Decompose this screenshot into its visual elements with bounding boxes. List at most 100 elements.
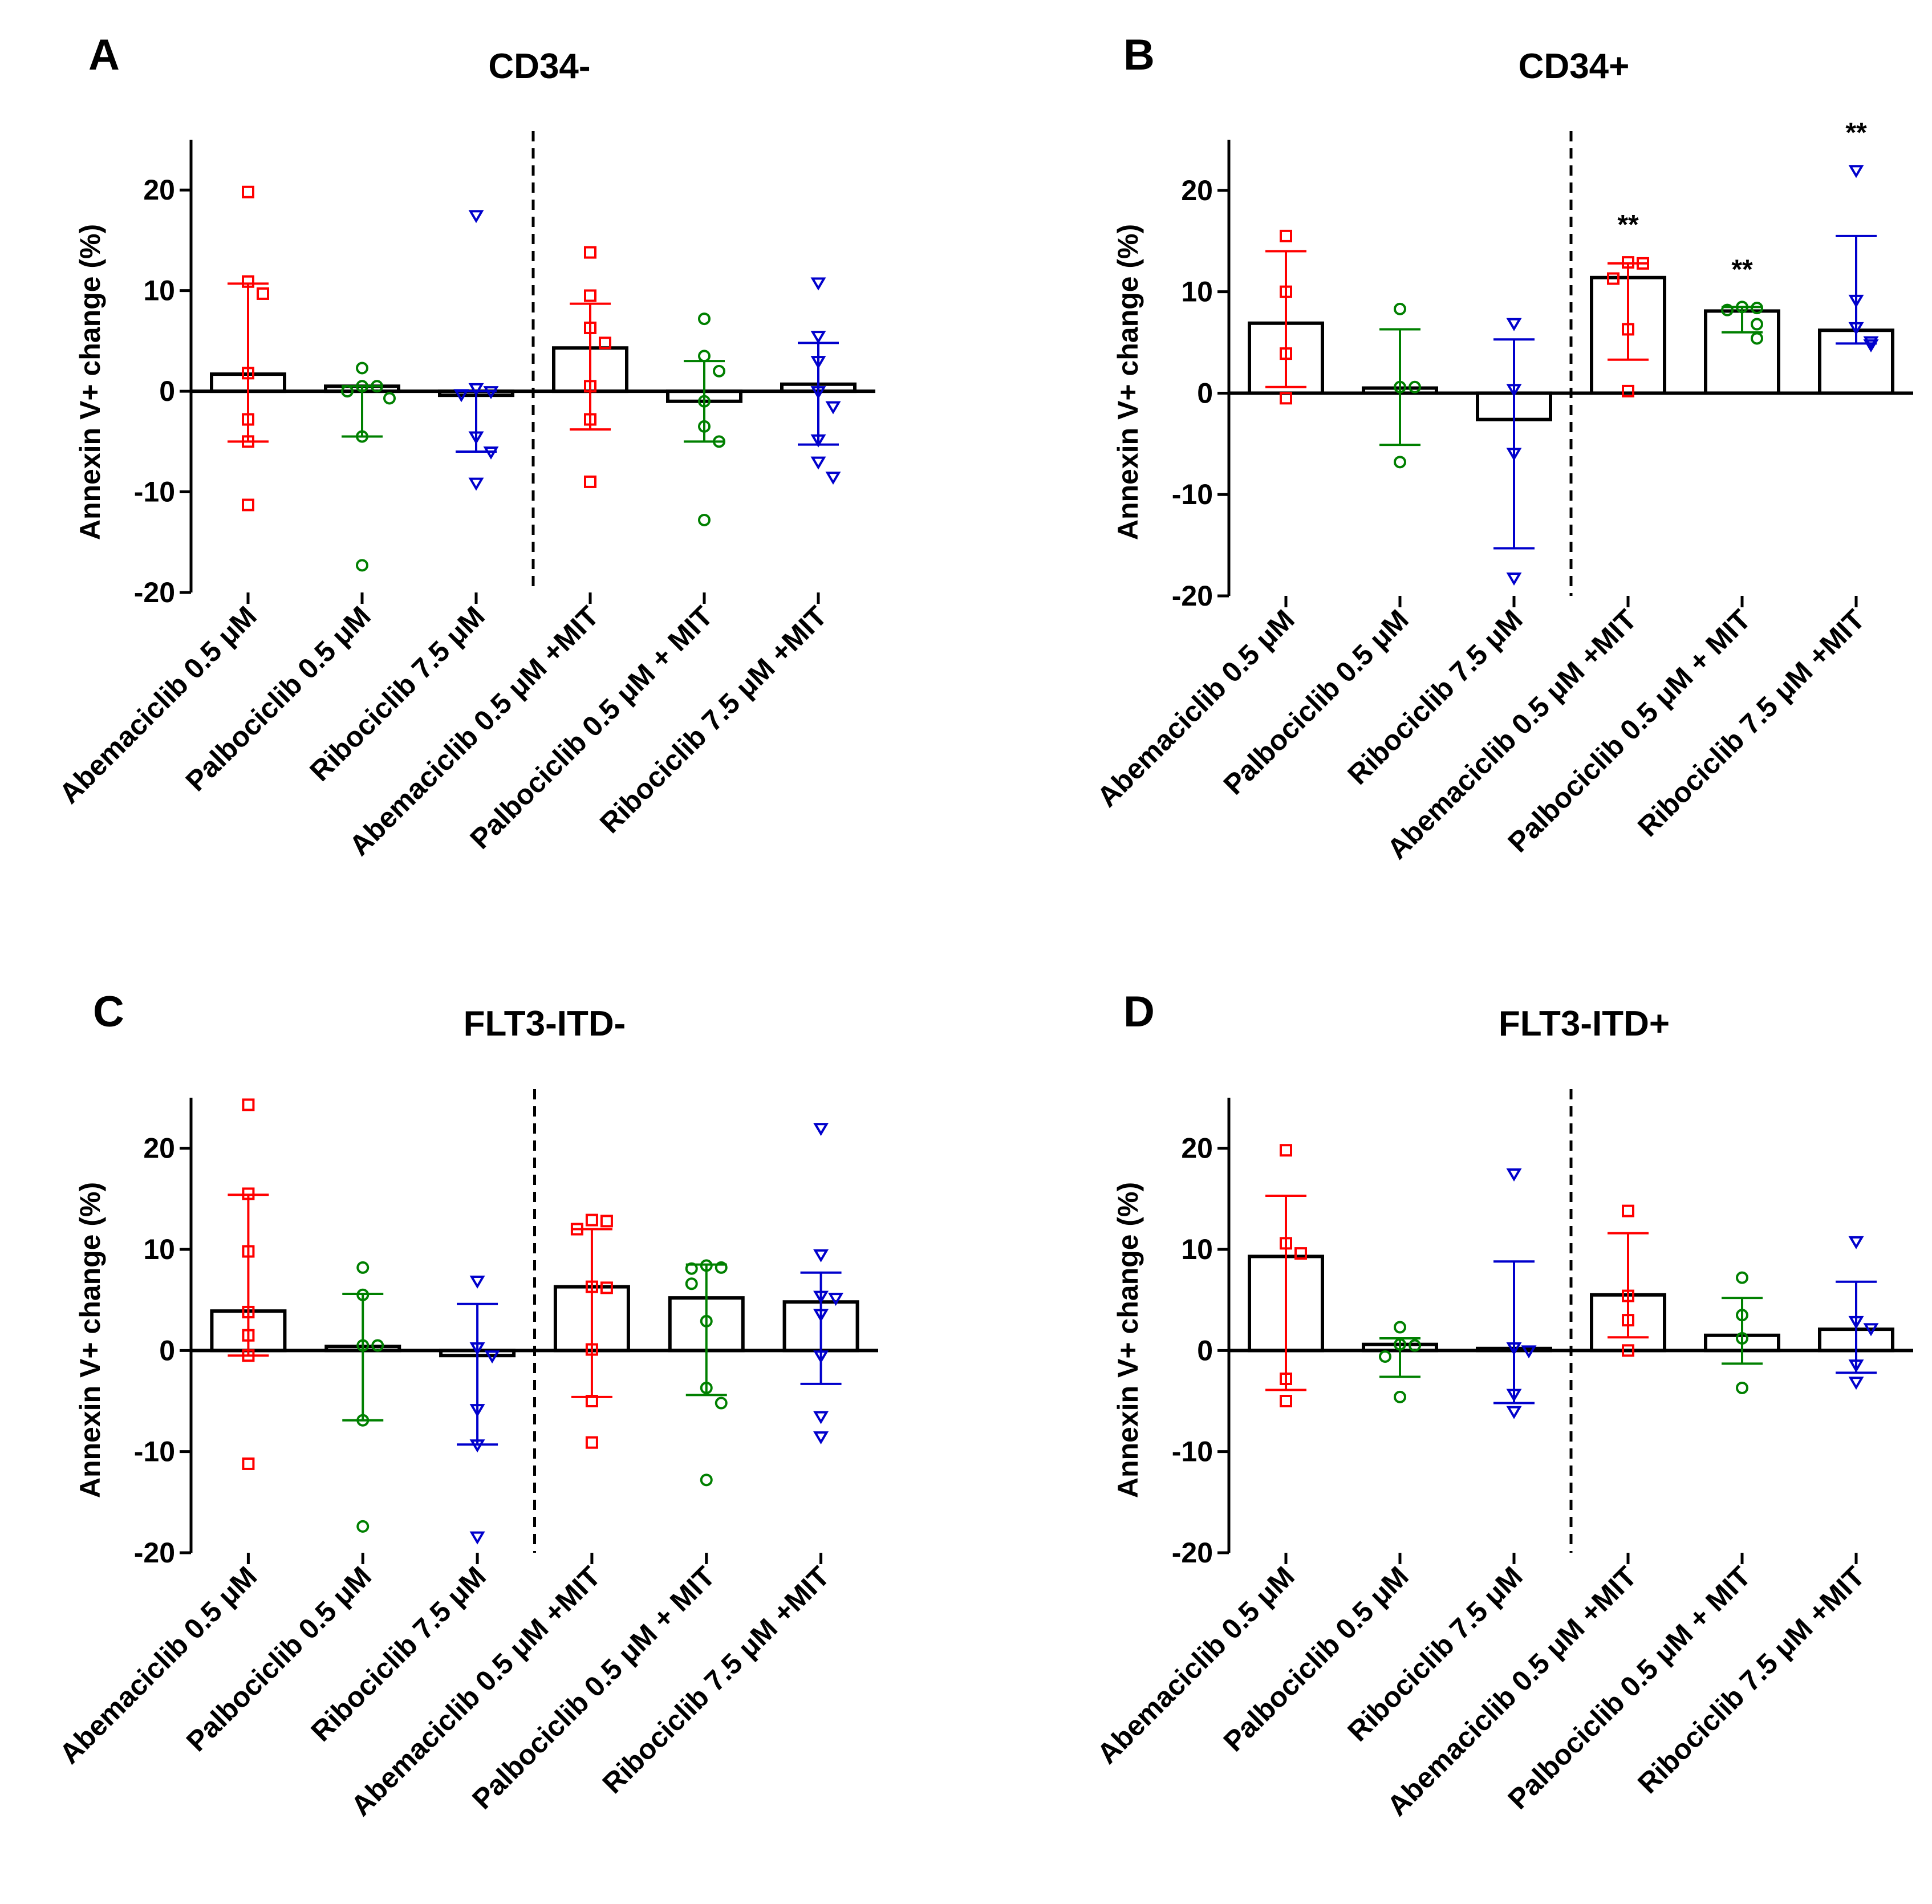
data-point	[242, 1098, 255, 1111]
data-point	[813, 1249, 829, 1262]
data-point	[341, 385, 354, 398]
data-point	[1736, 1271, 1748, 1284]
data-point	[1394, 380, 1406, 393]
data-point	[356, 1414, 370, 1427]
data-point	[700, 1314, 713, 1327]
chart-title: CD34+	[1519, 47, 1630, 86]
data-point	[1863, 336, 1879, 350]
data-point	[700, 1473, 713, 1487]
data-point	[1848, 294, 1864, 308]
x-tick-label: Abemaciclib 0.5 μM	[1091, 1560, 1301, 1770]
data-point	[1622, 1289, 1634, 1302]
data-point	[1280, 347, 1292, 360]
data-point	[356, 430, 368, 443]
data-point	[242, 1187, 255, 1200]
data-point	[1394, 1338, 1406, 1351]
significance-label: **	[1845, 117, 1867, 148]
data-point	[483, 446, 499, 460]
x-tick-label: Ribociclib 7.5 μM +MIT	[1631, 603, 1871, 843]
data-point	[1736, 1332, 1748, 1345]
data-point	[468, 210, 484, 224]
data-point	[698, 312, 711, 326]
data-point	[585, 1280, 598, 1293]
y-tick-label: 20	[1181, 174, 1213, 206]
data-point	[700, 1381, 713, 1394]
x-tick-label: Ribociclib 7.5 μM +MIT	[594, 600, 833, 839]
data-point	[685, 1277, 698, 1290]
data-point	[356, 380, 368, 393]
data-point	[828, 1293, 844, 1306]
data-point	[1394, 302, 1406, 315]
data-point	[825, 401, 841, 415]
data-point	[1409, 380, 1421, 393]
y-tick-label: -10	[1172, 478, 1213, 510]
significance-label: **	[1617, 210, 1639, 240]
data-point	[468, 431, 484, 445]
data-point	[469, 1439, 485, 1453]
x-tick-label: Abemaciclib 0.5 μM	[1091, 603, 1301, 813]
data-point	[1394, 1390, 1406, 1403]
data-point	[242, 1305, 255, 1318]
data-point	[1622, 1204, 1634, 1217]
data-point	[698, 395, 711, 408]
data-point	[810, 386, 826, 400]
x-tick-label: Palbociclib 0.5 μM	[1217, 1560, 1415, 1757]
significance-label: **	[1731, 254, 1753, 285]
y-tick-label: 0	[159, 375, 175, 407]
data-point	[371, 1339, 384, 1352]
chart-title: CD34-	[488, 47, 590, 86]
y-tick-label: 10	[143, 1233, 175, 1265]
data-point	[713, 435, 725, 448]
data-point	[1637, 257, 1649, 270]
x-tick-label: Palbociclib 0.5 μM	[180, 600, 377, 797]
data-point	[1506, 1168, 1522, 1182]
x-tick-label: Ribociclib 7.5 μM +MIT	[1631, 1560, 1871, 1800]
data-point	[242, 1245, 255, 1258]
y-axis-label: Annexin V+ change (%)	[1112, 1182, 1144, 1498]
data-point	[1622, 256, 1634, 269]
data-point	[484, 1350, 500, 1364]
panel-a: A CD34- Annexin V+ change (%) 20 10 0 -10 -2…	[53, 31, 875, 862]
y-tick-label: -20	[134, 1537, 175, 1569]
data-point	[1721, 303, 1734, 316]
chart-title: FLT3-ITD+	[1499, 1004, 1670, 1044]
data-point	[356, 1339, 370, 1352]
data-point	[242, 435, 254, 448]
data-point	[698, 513, 711, 526]
data-point	[1751, 332, 1763, 345]
y-axis-label: Annexin V+ change (%)	[74, 1182, 106, 1498]
data-point	[383, 392, 396, 405]
data-point	[810, 356, 826, 370]
y-tick-label: 0	[1197, 1334, 1213, 1366]
x-tick-label: Palbociclib 0.5 μM + MIT	[464, 600, 719, 855]
x-tick-label: Palbociclib 0.5 μM + MIT	[1501, 1560, 1756, 1815]
x-tick-label: Abemaciclib 0.5 μM	[53, 1560, 263, 1770]
data-point	[585, 1395, 598, 1407]
data-point	[469, 1404, 485, 1418]
data-point	[585, 1436, 598, 1449]
data-point	[1280, 1237, 1292, 1250]
data-point	[813, 1309, 829, 1322]
data-point	[685, 1262, 698, 1275]
data-point	[813, 1290, 829, 1304]
data-point	[599, 336, 611, 350]
y-tick-label: -20	[1172, 580, 1213, 612]
data-point	[242, 275, 254, 288]
data-point	[1409, 1339, 1421, 1352]
data-point	[825, 472, 841, 485]
data-point	[1848, 1316, 1864, 1329]
data-point	[715, 1396, 728, 1410]
data-point	[584, 321, 596, 334]
data-point	[600, 1215, 613, 1228]
data-point	[813, 1411, 829, 1424]
data-point	[1622, 1344, 1634, 1357]
panel-b: B CD34+ Annexin V+ change (%) 20 10 0 -10 -2…	[1091, 31, 1913, 865]
data-point	[813, 1350, 829, 1364]
x-tick-label: Ribociclib 7.5 μM +MIT	[596, 1560, 836, 1800]
data-point	[1280, 1372, 1292, 1385]
data-point	[1506, 318, 1522, 331]
data-point	[1736, 1381, 1748, 1394]
